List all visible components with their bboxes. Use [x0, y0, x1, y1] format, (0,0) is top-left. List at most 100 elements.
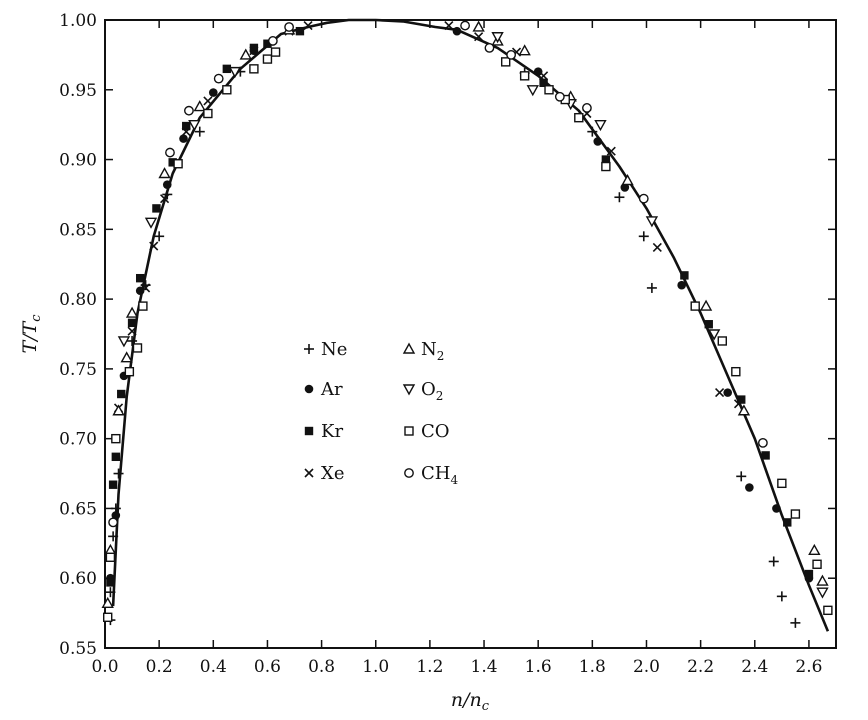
legend-marker — [304, 426, 314, 436]
x-tick-label: 1.8 — [579, 657, 606, 677]
data-point — [152, 204, 161, 213]
data-point — [127, 335, 138, 346]
legend-marker — [402, 342, 416, 354]
legend-item: Ne — [304, 339, 347, 360]
data-point — [680, 271, 689, 280]
data-point — [168, 158, 177, 167]
data-point — [188, 119, 201, 132]
data-point — [491, 32, 504, 44]
coexistence-curve — [111, 18, 830, 632]
data-point — [519, 71, 530, 81]
data-point — [194, 126, 205, 137]
data-point — [193, 100, 206, 112]
y-tick-label: 0.65 — [59, 499, 97, 519]
data-point — [108, 517, 119, 528]
data-point — [761, 451, 770, 460]
y-tick-label: 0.75 — [59, 360, 97, 380]
data-point — [816, 574, 829, 586]
data-point — [222, 64, 232, 74]
data-point — [138, 301, 148, 311]
watermark: 知乎 @老胡说科学 — [712, 671, 868, 695]
data-point — [582, 103, 592, 113]
data-point — [574, 112, 584, 123]
data-point — [812, 559, 822, 569]
data-point — [620, 183, 630, 192]
data-point — [108, 531, 119, 542]
data-point — [460, 20, 470, 31]
data-point — [474, 32, 484, 42]
data-point — [125, 306, 139, 318]
x-tick-label: 2.4 — [741, 657, 768, 677]
data-point — [587, 126, 598, 137]
legend-marker — [304, 384, 314, 394]
data-point — [645, 216, 659, 228]
y-tick-label: 1.00 — [59, 11, 97, 31]
data-point — [707, 329, 721, 341]
data-point — [213, 73, 224, 84]
y-axis-title: T/Tc — [19, 314, 44, 354]
data-point — [614, 192, 625, 203]
data-point — [267, 36, 278, 46]
data-point — [181, 127, 191, 137]
y-tick-label: 0.95 — [59, 81, 97, 101]
legend-label: Xe — [321, 463, 344, 484]
y-tick-label: 0.80 — [59, 290, 97, 310]
x-axis-title: n/nc — [451, 689, 490, 714]
data-point — [284, 22, 295, 32]
data-point — [593, 137, 603, 146]
data-point — [601, 161, 611, 172]
x-tick-label: 2.0 — [633, 657, 660, 677]
data-point — [249, 46, 259, 56]
data-point — [135, 286, 145, 296]
x-tick-label: 2.6 — [795, 657, 822, 677]
series-o2 — [117, 32, 829, 599]
legend-item: Ar — [304, 379, 343, 400]
data-point — [783, 518, 792, 527]
data-point — [601, 155, 611, 164]
data-point — [539, 78, 548, 87]
data-point — [816, 587, 829, 599]
data-point — [111, 433, 121, 444]
data-point — [808, 543, 821, 556]
data-point — [112, 404, 125, 416]
data-point — [484, 43, 495, 53]
data-point — [715, 388, 725, 398]
legend-item: Xe — [304, 463, 344, 484]
data-point — [690, 301, 700, 311]
legend-label: Kr — [321, 421, 343, 442]
data-point — [158, 167, 171, 179]
y-tick-label: 0.85 — [59, 220, 97, 240]
data-point — [723, 388, 733, 397]
series-co — [103, 47, 833, 622]
data-point — [111, 452, 121, 462]
data-point — [772, 504, 781, 513]
data-point — [228, 66, 242, 79]
data-point — [117, 389, 126, 399]
data-point — [203, 108, 213, 119]
data-point — [768, 556, 779, 567]
data-point — [117, 336, 131, 348]
x-tick-label: 0.0 — [91, 657, 118, 677]
data-point — [533, 67, 543, 76]
x-tick-label: 0.6 — [254, 657, 281, 677]
legend-item: Kr — [304, 421, 343, 442]
data-point — [263, 39, 272, 48]
data-point — [472, 20, 485, 32]
data-point — [162, 189, 173, 200]
data-point — [444, 21, 454, 31]
data-point — [823, 605, 833, 616]
data-point — [554, 91, 565, 102]
legend-label: CH4 — [421, 463, 458, 487]
data-point — [262, 54, 273, 64]
data-point — [621, 174, 634, 186]
x-tick-label: 0.2 — [146, 657, 173, 677]
y-tick-label: 0.70 — [59, 430, 97, 450]
data-point — [500, 57, 511, 67]
data-point — [203, 96, 213, 106]
data-point — [162, 180, 172, 189]
x-tick-label: 1.0 — [362, 657, 389, 677]
y-tick-label: 0.60 — [59, 569, 97, 589]
data-point — [652, 242, 662, 253]
data-point — [594, 119, 607, 132]
